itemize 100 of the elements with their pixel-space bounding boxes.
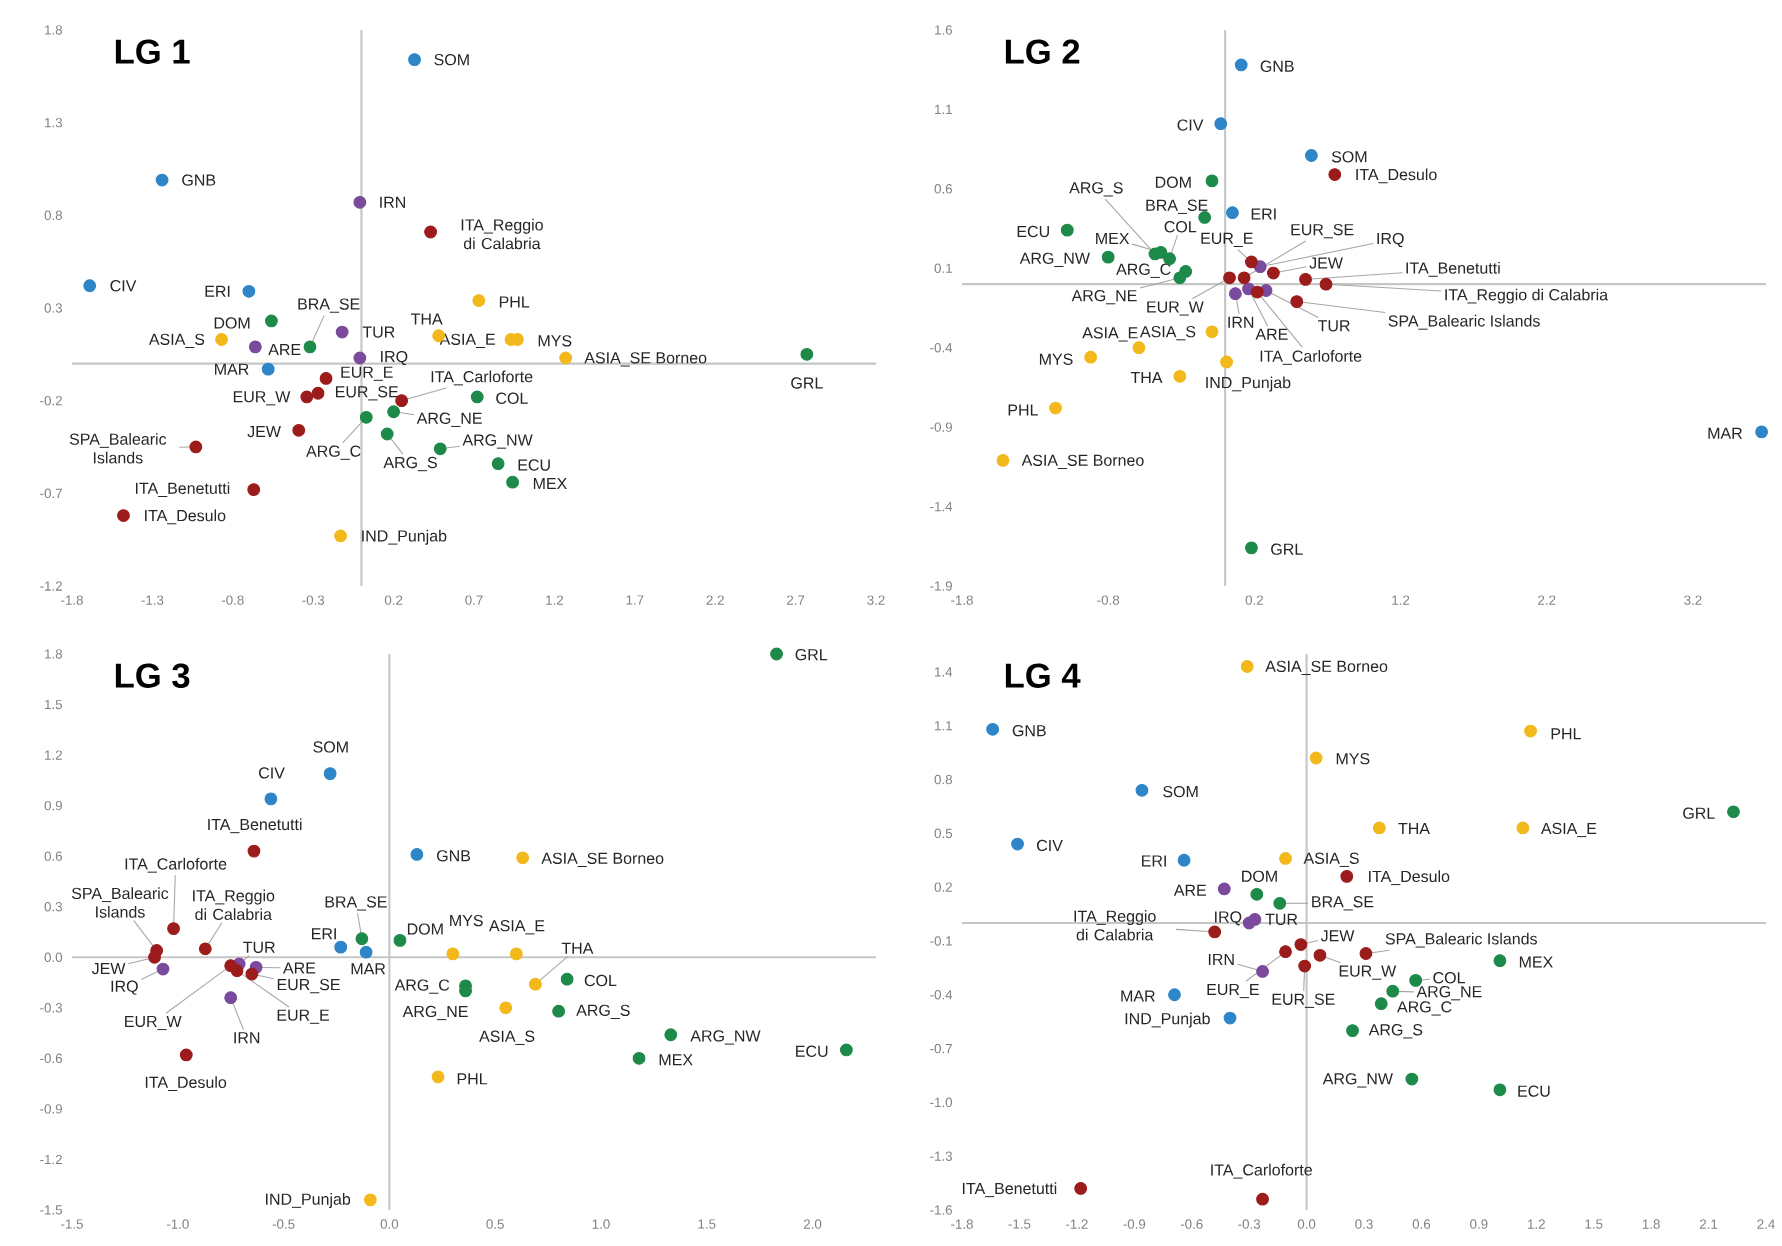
annotation: ARG_C [306,445,361,460]
point [393,933,407,947]
point [303,340,317,354]
annotation: ITA_Benetutti [962,1182,1057,1198]
annotation: CIV [259,767,285,779]
point [1214,117,1228,131]
point [1228,287,1242,301]
annotation: EUR_E [341,366,393,381]
annotation: ECU [1017,225,1049,238]
point [311,386,325,400]
annotation: SPA_Balearic Islands [1388,314,1540,330]
annotation: ARG_NE [1416,985,1482,1001]
point [1346,1024,1359,1038]
annotation: IRQ [1215,911,1242,926]
point [1074,1182,1088,1195]
point [1248,913,1262,926]
annotation: COL [496,392,528,404]
annotation: SOM [313,741,348,753]
annotation: TUR [1265,913,1298,926]
annotation: ITA_Desulo [145,1076,227,1092]
point [148,950,161,964]
annotation: TUR [1318,320,1350,332]
annotation: GNB [1260,60,1294,72]
point [215,333,228,346]
point [1372,821,1386,835]
annotation: MAR [1121,990,1155,1002]
point [1223,1011,1237,1025]
point [1493,1083,1507,1097]
point [1049,401,1062,415]
point [472,294,486,307]
annotation: ARG_NE [1071,289,1137,305]
annotation: ARG_S [1368,1024,1423,1039]
point [1237,271,1251,285]
annotation: JEW [91,963,126,975]
point [334,529,347,543]
annotation: ITA_Carloforte [125,857,227,873]
annotation: MEX [533,478,567,490]
annotation: IRQ [111,980,138,995]
annotation: ASIA_S [1303,852,1359,867]
point [1245,255,1258,269]
point [1084,350,1098,364]
annotation: IRN [1228,316,1254,328]
annotation: PHL [1551,728,1581,740]
point [359,410,373,424]
point [1359,947,1373,960]
annotation: JEW [247,426,281,438]
annotation: MAR [215,363,249,375]
chart-title: LG 4 [1005,663,1081,688]
annotation: ITA_Benetutti [135,482,230,497]
point [292,423,306,437]
annotation: MEX [1519,956,1553,968]
annotation: CIV [110,280,137,292]
point [1217,882,1231,896]
point [247,483,261,497]
annotation: GRL [795,648,828,661]
annotation: GNB [182,174,216,186]
annotation: ARG_C [394,979,450,994]
annotation: ASIA_S [148,333,205,348]
point [363,1193,377,1207]
annotation: PHL [499,296,530,308]
point [491,457,505,471]
point [552,1004,566,1018]
point [664,1028,678,1042]
annotation: ASIA_SE Borneo [1021,454,1144,469]
point [1374,997,1388,1011]
annotation: ARG_C [1397,1001,1452,1016]
point [353,351,367,365]
annotation: EUR_SE [1291,223,1354,239]
annotation: IRQ [1377,232,1404,248]
point [424,225,438,239]
point [1223,271,1236,285]
point [1205,174,1219,188]
point [1245,541,1258,555]
annotation: ARG_NW [1019,252,1090,267]
point [800,347,814,361]
annotation: GRL [1271,543,1303,555]
point [1319,277,1333,291]
point [264,792,278,806]
annotation: ARG_NE [416,412,482,427]
point [1493,954,1507,968]
point [1132,341,1146,355]
annotation: ASIA_E [489,920,545,935]
point [245,967,259,981]
annotation: ARG_S [576,1004,630,1019]
point [1340,869,1354,883]
point [509,947,523,961]
annotation: SPA_Balearic Islands [71,887,169,918]
point [1154,245,1168,259]
point [1266,266,1280,280]
point [1256,965,1269,978]
annotation: TUR [362,326,395,338]
point [83,279,97,293]
annotation: EUR_SE [277,978,340,994]
point [1313,948,1327,962]
point [1173,369,1187,383]
point [1279,852,1292,865]
annotation: ARE [1255,328,1288,340]
annotation: EUR_SE [1272,993,1335,1008]
point [1294,938,1308,951]
annotation: SOM [434,53,469,66]
